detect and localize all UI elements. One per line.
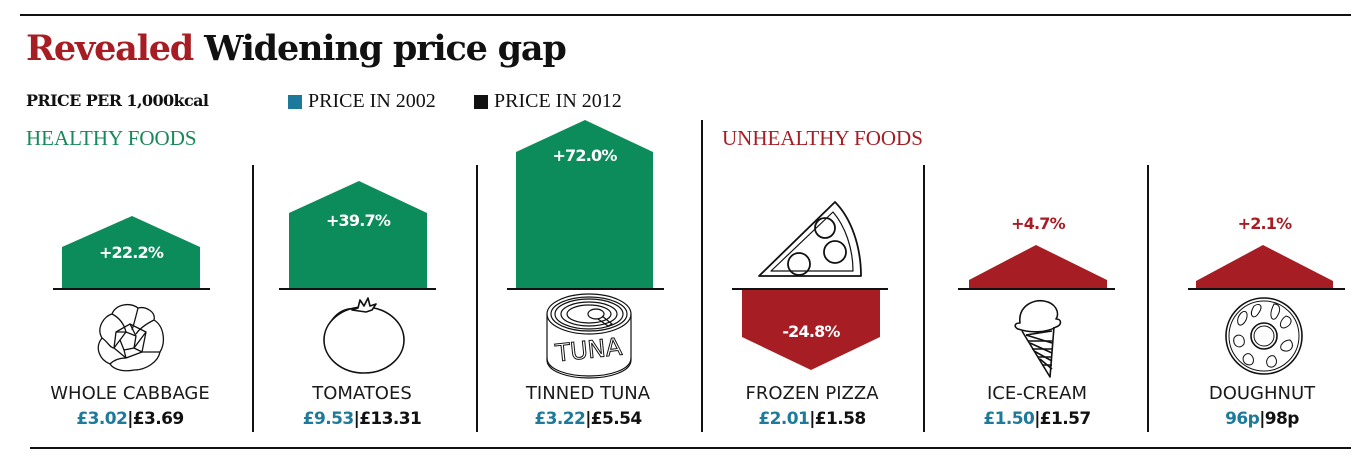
item-prices-ice-cream: £1.50|£1.57: [937, 409, 1137, 429]
column-divider: [923, 165, 925, 432]
item-prices-frozen-pizza: £2.01|£1.58: [712, 409, 912, 429]
item-prices-tomatoes: £9.53|£13.31: [262, 409, 462, 429]
bar-tomatoes: [289, 181, 427, 289]
bar-frozen-pizza: [742, 290, 880, 370]
item-name-tinned-tuna: TINNED TUNA: [525, 383, 651, 404]
price-2012: £1.58: [814, 409, 866, 429]
item-prices-tinned-tuna: £3.22|£5.54: [488, 409, 688, 429]
cabbage-icon: [97, 303, 165, 372]
item-name-tomatoes: TOMATOES: [312, 383, 412, 404]
change-label-tomatoes: +39.7%: [325, 211, 391, 230]
price-separator: |: [353, 409, 360, 429]
price-2012: £3.69: [132, 409, 184, 429]
column-divider: [252, 165, 254, 432]
column-divider: [1147, 165, 1149, 432]
item-name-doughnut: DOUGHNUT: [1208, 383, 1316, 404]
price-separator: |: [1259, 409, 1265, 429]
change-label-ice-cream: +4.7%: [1011, 214, 1066, 233]
bottom-rule: [30, 447, 1351, 449]
price-separator: |: [1034, 409, 1040, 429]
bar-ice-cream: [969, 245, 1107, 289]
tuna-can-icon: TUNA: [546, 293, 632, 379]
chart-title: Revealed Widening price gap: [26, 26, 567, 72]
bar-tinned-tuna: [516, 120, 653, 289]
item-name-ice-cream: ICE-CREAM: [986, 383, 1088, 404]
title-main: Widening price gap: [204, 28, 567, 69]
legend-swatch-2012: [474, 94, 488, 109]
doughnut-icon: [1225, 297, 1303, 375]
price-2002: £3.22: [534, 409, 586, 429]
price-separator: |: [127, 409, 133, 429]
price-2012: £1.57: [1039, 409, 1091, 429]
chart-subtitle: PRICE PER 1,000kcal: [26, 91, 209, 110]
price-2002: £1.50: [983, 409, 1035, 429]
group-divider: [701, 120, 703, 432]
legend-label-2012: PRICE IN 2012: [494, 90, 622, 112]
ice-cream-icon: [1014, 299, 1062, 378]
price-2002: 96p: [1225, 409, 1260, 429]
price-2012: £5.54: [590, 409, 642, 429]
change-label-doughnut: +2.1%: [1237, 214, 1293, 233]
price-2012: 98p: [1264, 409, 1300, 429]
legend-label-2002: PRICE IN 2002: [308, 90, 436, 112]
price-separator: |: [585, 409, 591, 429]
price-separator: |: [809, 409, 815, 429]
change-label-tinned-tuna: +72.0%: [552, 146, 617, 165]
unhealthy-foods-heading: UNHEALTHY FOODS: [722, 126, 923, 150]
top-rule: [20, 14, 1351, 16]
healthy-foods-heading: HEALTHY FOODS: [26, 126, 197, 150]
price-2002: £2.01: [758, 409, 810, 429]
price-2002: £9.53: [302, 409, 354, 429]
column-divider: [476, 165, 478, 432]
price-2002: £3.02: [76, 409, 128, 429]
svg-text:TUNA: TUNA: [553, 333, 624, 368]
price-2012: £13.31: [359, 409, 422, 429]
pizza-slice-icon: [758, 201, 862, 277]
title-highlight: Revealed: [26, 28, 194, 69]
item-name-frozen-pizza: FROZEN PIZZA: [745, 383, 879, 404]
tomato-icon: [323, 297, 405, 374]
bar-whole-cabbage: [62, 216, 200, 289]
bar-doughnut: [1196, 245, 1333, 289]
item-name-whole-cabbage: WHOLE CABBAGE: [50, 383, 210, 404]
legend-swatch-2002: [288, 94, 302, 109]
legend-item-2002: PRICE IN 2002: [288, 90, 436, 113]
change-label-whole-cabbage: +22.2%: [98, 243, 164, 262]
legend-item-2012: PRICE IN 2012: [474, 90, 622, 113]
item-prices-whole-cabbage: £3.02|£3.69: [30, 409, 230, 429]
item-prices-doughnut: 96p|98p: [1162, 409, 1362, 429]
change-label-frozen-pizza: -24.8%: [782, 322, 840, 341]
